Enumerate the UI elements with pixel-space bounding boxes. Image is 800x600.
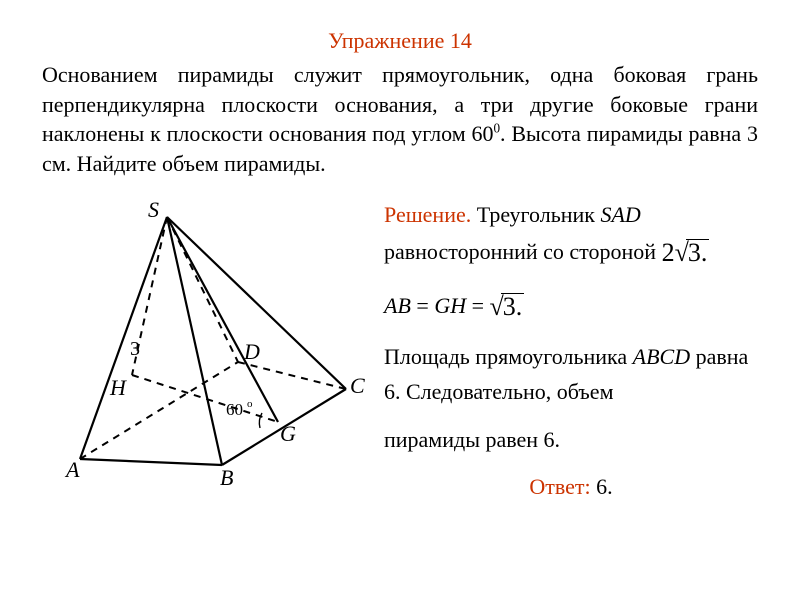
radicand-3a: 3.: [686, 239, 710, 266]
sol-4: пирамиды равен 6.: [384, 422, 758, 457]
coef-2: 2: [662, 238, 675, 267]
svg-text:S: S: [148, 197, 159, 222]
sol-gh: GH: [434, 293, 466, 318]
expr-sqrt3: √3.: [490, 286, 525, 328]
eq1: =: [411, 293, 434, 318]
svg-text:D: D: [243, 339, 260, 364]
sol-1a: Треугольник: [471, 202, 600, 227]
solution-block: Решение. Треугольник SAD равносторонний …: [384, 197, 758, 504]
pyramid-figure: S A B C D H G 3 60 o: [42, 197, 372, 497]
solution-lead: Решение.: [384, 202, 471, 227]
svg-text:60: 60: [226, 400, 243, 419]
exercise-title: Упражнение 14: [42, 28, 758, 54]
svg-text:B: B: [220, 465, 233, 490]
eq2: =: [466, 293, 489, 318]
svg-text:G: G: [280, 421, 296, 446]
sol-1c: равносторонний со стороной: [384, 239, 662, 264]
sol-sad: SAD: [600, 202, 640, 227]
radicand-3b: 3.: [501, 293, 525, 320]
svg-text:H: H: [109, 375, 127, 400]
sol-3a: Площадь прямоугольника: [384, 344, 633, 369]
sol-ab: AB: [384, 293, 411, 318]
answer-value: 6.: [591, 474, 613, 499]
problem-statement: Основанием пирамиды служит прямоугольник…: [42, 60, 758, 179]
expr-2sqrt3: 2√3.: [662, 232, 710, 274]
svg-text:A: A: [64, 457, 80, 482]
svg-text:o: o: [247, 398, 253, 410]
svg-text:3: 3: [130, 338, 140, 360]
sol-abcd: ABCD: [633, 344, 690, 369]
svg-text:C: C: [350, 373, 365, 398]
answer-label: Ответ:: [529, 474, 590, 499]
